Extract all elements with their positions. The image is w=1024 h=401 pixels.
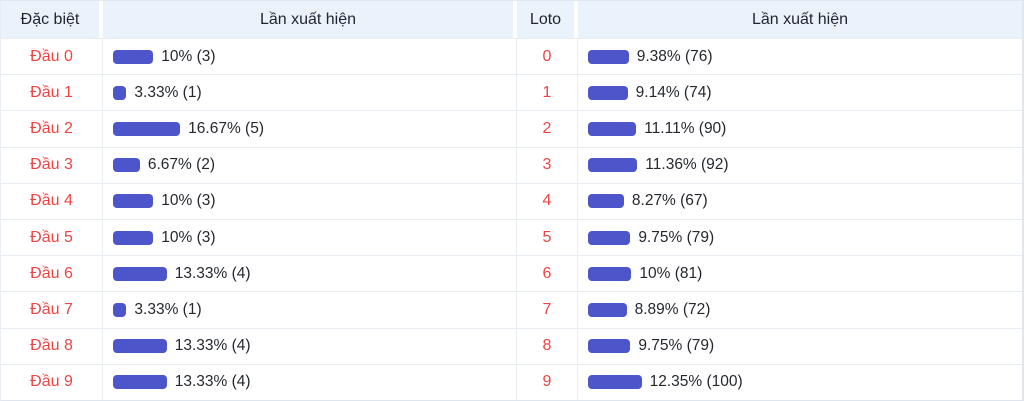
frequency-bar [588,158,638,173]
special-frequency-cell: 6.67% (2) [103,146,517,183]
frequency-bar [588,85,628,100]
special-frequency-cell: 13.33% (4) [103,327,517,364]
special-frequency-cell: 3.33% (1) [103,74,517,111]
loto-frequency-cell: 9.38% (76) [578,38,1022,75]
special-frequency-cell: 13.33% (4) [103,255,517,292]
frequency-bar [113,49,154,64]
frequency-value: 9.14% (74) [635,83,712,101]
loto-digit: 4 [517,182,578,219]
frequency-value: 12.35% (100) [649,373,743,391]
dau-label: Đầu 3 [1,146,103,183]
special-frequency-cell: 10% (3) [103,38,517,75]
loto-frequency-cell: 11.36% (92) [578,146,1022,183]
table-row: Đầu 9 13.33% (4) 9 12.35% (100) [1,363,1022,400]
special-frequency-cell: 16.67% (5) [103,110,517,147]
special-frequency-cell: 3.33% (1) [103,291,517,328]
frequency-value: 10% (3) [161,228,216,246]
header-cell-loto: Loto [517,1,578,38]
header-cell-lan-xuat-hien-left: Lần xuất hiện [103,1,517,38]
special-frequency-cell: 10% (3) [103,219,517,256]
loto-frequency-cell: 12.35% (100) [578,363,1022,400]
loto-digit: 3 [517,146,578,183]
frequency-bar [588,339,631,354]
frequency-value: 3.33% (1) [134,83,202,101]
dau-label: Đầu 2 [1,110,103,147]
frequency-value: 9.75% (79) [638,337,715,355]
frequency-bar [113,302,127,317]
frequency-bar [113,339,167,354]
frequency-value: 11.11% (90) [644,119,727,137]
loto-frequency-cell: 9.75% (79) [578,219,1022,256]
frequency-value: 9.38% (76) [636,47,713,65]
frequency-value: 10% (3) [161,192,216,210]
frequency-bar [588,375,642,390]
table-row: Đầu 7 3.33% (1) 7 8.89% (72) [1,291,1022,328]
dau-label: Đầu 4 [1,182,103,219]
frequency-value: 13.33% (4) [174,337,251,355]
dau-label: Đầu 6 [1,255,103,292]
special-frequency-cell: 13.33% (4) [103,363,517,400]
frequency-bar [588,230,631,245]
table-row: Đầu 3 6.67% (2) 3 11.36% (92) [1,146,1022,183]
loto-digit: 6 [517,255,578,292]
dau-label: Đầu 7 [1,291,103,328]
special-frequency-cell: 10% (3) [103,182,517,219]
loto-frequency-cell: 8.27% (67) [578,182,1022,219]
loto-digit: 0 [517,38,578,75]
frequency-bar [113,85,127,100]
frequency-value: 8.27% (67) [631,192,708,210]
loto-frequency-cell: 9.14% (74) [578,74,1022,111]
loto-digit: 9 [517,363,578,400]
dau-label: Đầu 1 [1,74,103,111]
dau-label: Đầu 9 [1,363,103,400]
loto-frequency-cell: 11.11% (90) [578,110,1022,147]
loto-frequency-cell: 9.75% (79) [578,327,1022,364]
frequency-value: 10% (3) [161,47,216,65]
frequency-bar [588,302,627,317]
loto-frequency-cell: 8.89% (72) [578,291,1022,328]
frequency-value: 13.33% (4) [174,264,251,282]
loto-digit: 5 [517,219,578,256]
frequency-value: 16.67% (5) [188,119,264,137]
frequency-bar [113,375,167,390]
table-row: Đầu 8 13.33% (4) 8 9.75% (79) [1,327,1022,364]
frequency-value: 9.75% (79) [638,228,715,246]
table-row: Đầu 1 3.33% (1) 1 9.14% (74) [1,74,1022,111]
frequency-bar [113,230,154,245]
loto-digit: 8 [517,327,578,364]
loto-digit: 1 [517,74,578,111]
frequency-bar [588,194,624,209]
loto-digit: 7 [517,291,578,328]
table-row: Đầu 6 13.33% (4) 6 10% (81) [1,255,1022,292]
table-row: Đầu 0 10% (3) 0 9.38% (76) [1,38,1022,75]
frequency-bar [113,266,167,281]
dau-label: Đầu 5 [1,219,103,256]
header-cell-lan-xuat-hien-right: Lần xuất hiện [578,1,1022,38]
frequency-value: 13.33% (4) [174,373,251,391]
frequency-bar [588,49,629,64]
dau-label: Đầu 8 [1,327,103,364]
table-row: Đầu 5 10% (3) 5 9.75% (79) [1,219,1022,256]
frequency-value: 3.33% (1) [134,300,202,318]
dau-label: Đầu 0 [1,38,103,75]
frequency-value: 10% (81) [639,264,703,282]
table-row: Đầu 2 16.67% (5) 2 11.11% (90) [1,110,1022,147]
frequency-bar [113,158,140,173]
frequency-bar [588,266,632,281]
loto-digit: 2 [517,110,578,147]
frequency-value: 8.89% (72) [634,300,711,318]
table-row: Đầu 4 10% (3) 4 8.27% (67) [1,182,1022,219]
header-cell-dac-biet: Đặc biệt [1,1,103,38]
frequency-bar [113,121,181,136]
loto-frequency-cell: 10% (81) [578,255,1022,292]
frequency-value: 6.67% (2) [147,156,216,174]
frequency-value: 11.36% (92) [645,156,729,174]
frequency-bar [588,121,637,136]
frequency-bar [113,194,154,209]
table-header-row: Đặc biệt Lần xuất hiện Loto Lần xuất hiệ… [1,1,1022,38]
